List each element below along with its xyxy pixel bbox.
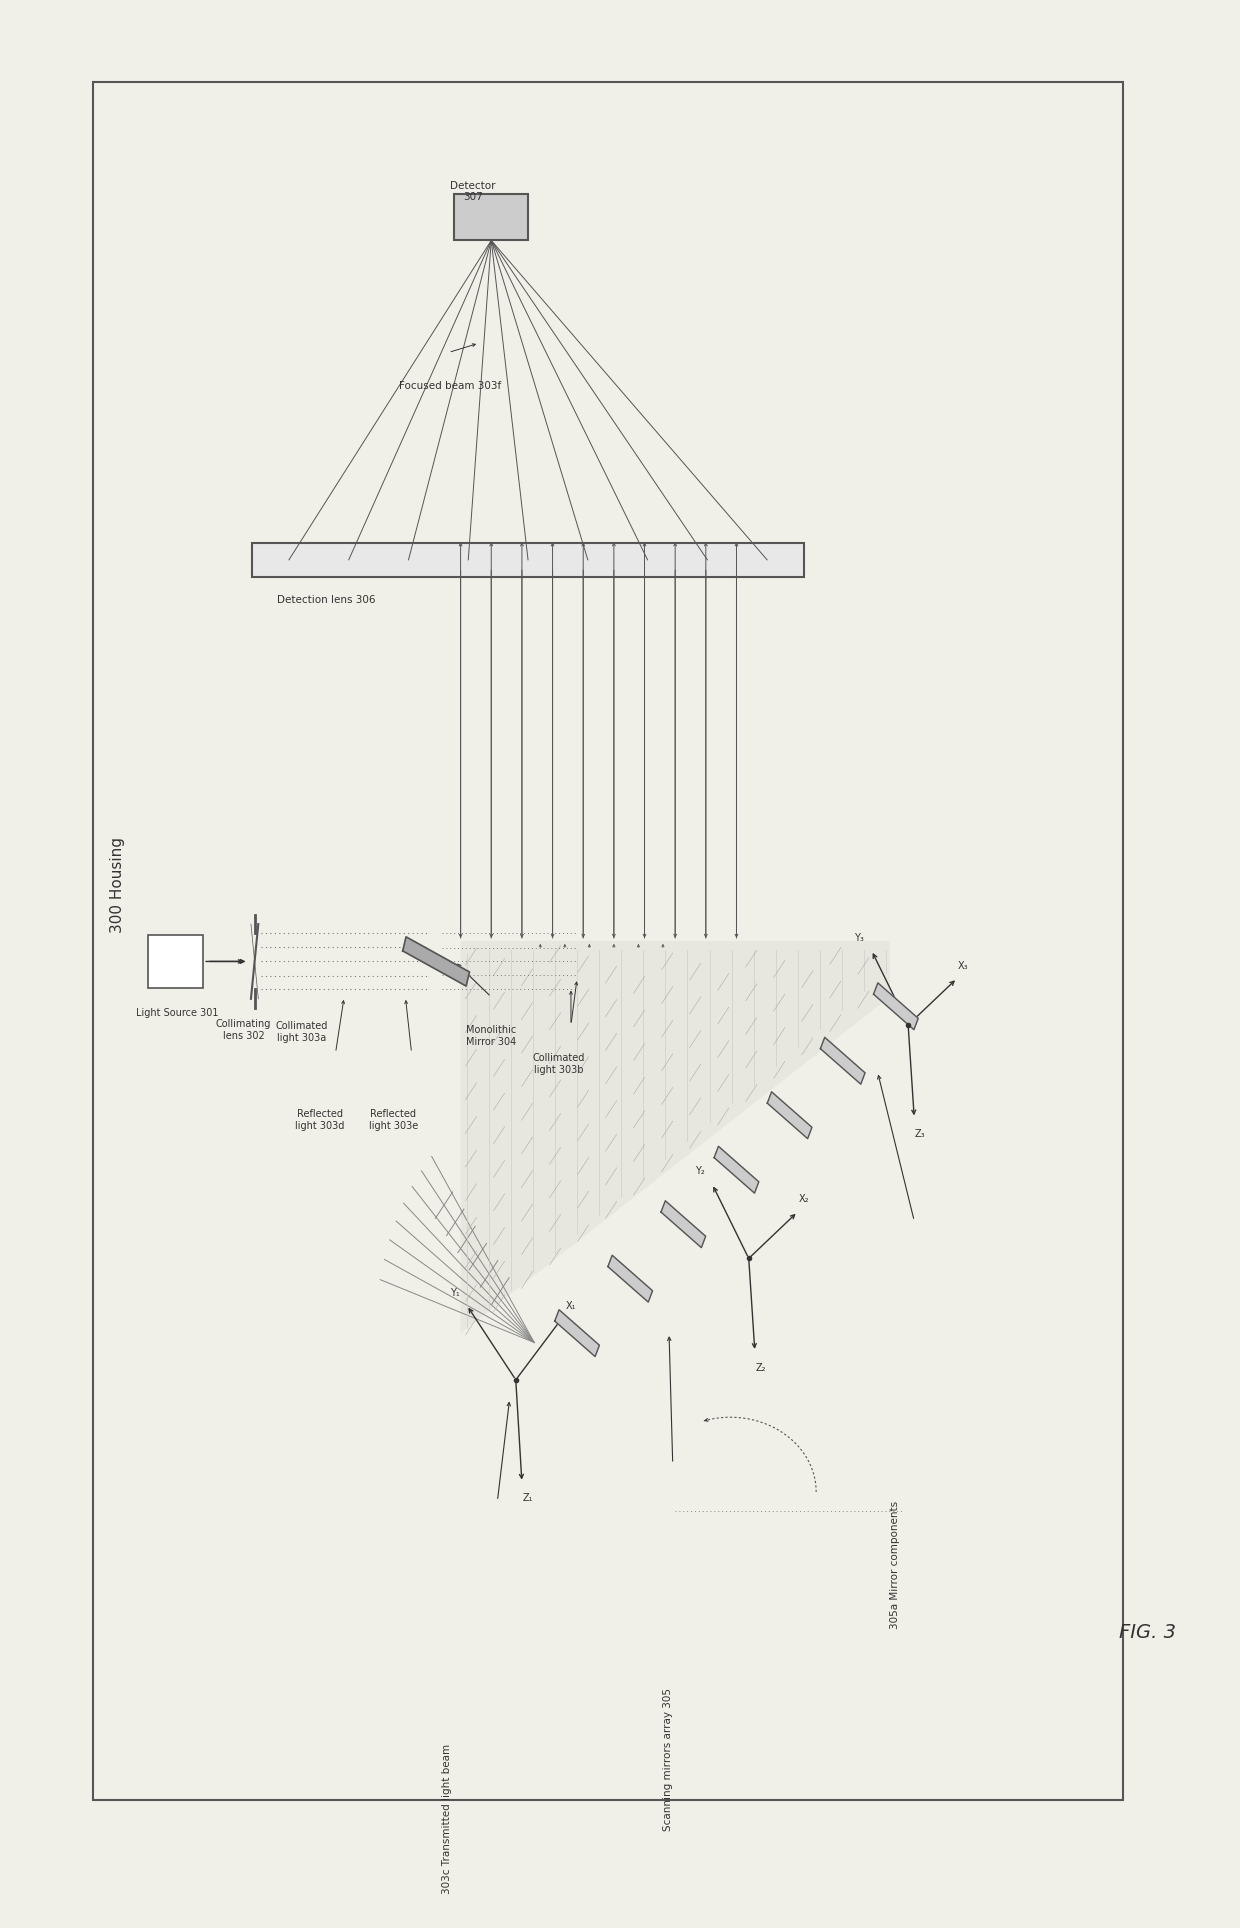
Polygon shape (554, 1309, 599, 1357)
Polygon shape (821, 1037, 866, 1084)
Text: Reflected
light 303e: Reflected light 303e (368, 1109, 418, 1130)
Polygon shape (608, 1255, 652, 1301)
Text: Light Source 301: Light Source 301 (135, 1008, 218, 1018)
Polygon shape (661, 1201, 706, 1247)
Polygon shape (460, 941, 890, 1332)
Text: Z₁: Z₁ (523, 1494, 533, 1504)
Text: Collimated
light 303a: Collimated light 303a (275, 1022, 327, 1043)
Text: 300 Housing: 300 Housing (110, 837, 125, 933)
Text: Z₂: Z₂ (755, 1363, 766, 1373)
Text: X₁: X₁ (565, 1301, 577, 1311)
Text: Y₂: Y₂ (694, 1166, 704, 1176)
Bar (252, 544, 804, 576)
Bar (148, 935, 203, 987)
Text: Reflected
light 303d: Reflected light 303d (295, 1109, 345, 1130)
Bar (455, 193, 528, 241)
Text: Z₃: Z₃ (915, 1130, 926, 1139)
Text: Collimating
lens 302: Collimating lens 302 (216, 1020, 272, 1041)
Bar (93, 81, 1122, 1801)
Text: Monolithic
Mirror 304: Monolithic Mirror 304 (466, 1026, 516, 1047)
Text: X₂: X₂ (799, 1195, 810, 1205)
Text: Scanning mirrors array 305: Scanning mirrors array 305 (663, 1689, 673, 1832)
Text: Y₃: Y₃ (854, 933, 864, 943)
Text: Focused beam 303f: Focused beam 303f (399, 380, 501, 391)
Polygon shape (873, 983, 918, 1030)
Polygon shape (768, 1091, 812, 1139)
Text: Detector
307: Detector 307 (450, 181, 496, 202)
Text: X₃: X₃ (959, 960, 968, 972)
Text: Collimated
light 303b: Collimated light 303b (532, 1053, 585, 1074)
Text: FIG. 3: FIG. 3 (1118, 1623, 1176, 1641)
Text: 305a Mirror components: 305a Mirror components (890, 1502, 900, 1629)
Text: Y₁: Y₁ (450, 1288, 459, 1298)
Polygon shape (714, 1147, 759, 1193)
Text: Detection lens 306: Detection lens 306 (277, 596, 376, 605)
Text: 303c Transmitted light beam: 303c Transmitted light beam (443, 1745, 453, 1893)
Polygon shape (403, 937, 470, 985)
